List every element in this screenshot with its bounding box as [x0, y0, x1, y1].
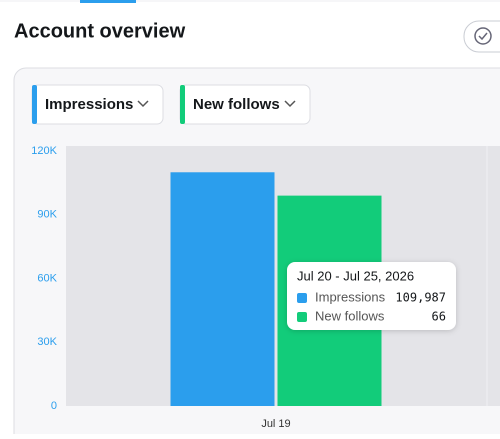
y-tick-label: 90K [37, 209, 57, 221]
y-tick-label: 0 [51, 400, 57, 412]
chevron [137, 100, 149, 108]
page-title: Account overview [14, 20, 186, 42]
active-tab-indicator [80, 0, 136, 3]
plot: 0 30K 60K 90K 120K Jul 19 [31, 145, 382, 430]
tooltip: Jul 20 - Jul 25, 2026 Impressions 109,987… [287, 262, 456, 330]
verify-button[interactable] [463, 20, 500, 53]
tooltip-series-name: New follows [315, 308, 385, 323]
x-tick-label: Jul 19 [261, 418, 290, 430]
tooltip-swatch [297, 312, 307, 322]
tooltip-swatch [297, 293, 307, 303]
tooltip-title: Jul 20 - Jul 25, 2026 [297, 268, 414, 283]
bar [170, 172, 275, 406]
y-tick-label: 30K [37, 336, 57, 348]
verify-check [478, 32, 488, 41]
tooltip-box [287, 262, 456, 330]
tooltip-value: 109,987 [395, 291, 446, 305]
chevron [284, 100, 296, 108]
tooltip-value: 66 [432, 310, 446, 324]
dropdown-color [180, 85, 185, 124]
metric-dropdown[interactable]: Impressions [31, 84, 164, 125]
dropdown-label: Impressions [45, 96, 133, 113]
tooltip-series-name: Impressions [315, 289, 386, 304]
metric-dropdown[interactable]: New follows [179, 84, 311, 125]
verify-icon [474, 27, 492, 45]
dropdown-color [32, 85, 37, 124]
y-tick-label: 120K [31, 145, 57, 157]
y-tick-label: 60K [37, 272, 57, 284]
dropdown-label: New follows [193, 96, 280, 113]
